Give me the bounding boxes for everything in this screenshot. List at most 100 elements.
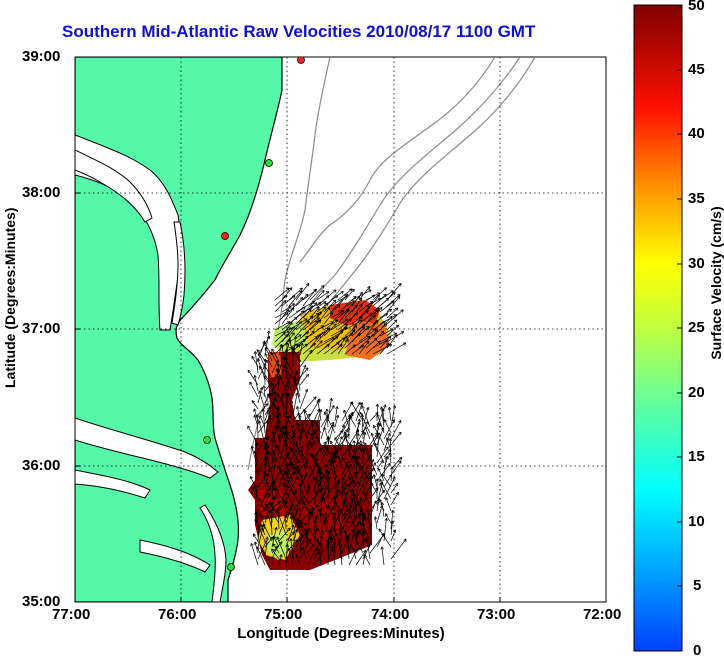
velocity-arrow [389, 452, 392, 464]
velocity-arrow [327, 549, 334, 560]
velocity-arrow [284, 356, 294, 374]
velocity-arrow-head [247, 369, 251, 372]
velocity-arrow [383, 449, 391, 458]
velocity-arrow-head [386, 313, 388, 317]
velocity-arrow-head [378, 528, 382, 531]
velocity-arrow [355, 516, 366, 542]
velocity-arrow [273, 487, 280, 500]
velocity-arrow-head [360, 497, 363, 501]
velocity-arrow [271, 376, 282, 392]
velocity-arrow-head [327, 534, 330, 538]
velocity-arrow-head [342, 444, 344, 448]
velocity-arrow-head [366, 325, 370, 328]
velocity-arrow [358, 340, 370, 355]
velocity-arrow-head [267, 409, 270, 413]
velocity-arrow-head [285, 342, 288, 346]
velocity-arrow-head [336, 336, 339, 340]
velocity-arrow-head [346, 318, 349, 322]
velocity-arrow [250, 476, 259, 494]
velocity-arrow-head [364, 554, 368, 558]
velocity-arrow [379, 332, 397, 343]
velocity-arrow-head [299, 334, 302, 338]
velocity-arrow [390, 529, 396, 542]
velocity-arrow-head [306, 336, 309, 340]
velocity-arrow-head [287, 548, 289, 552]
velocity-arrow-head [316, 306, 320, 309]
velocity-arrow [390, 520, 393, 536]
velocity-arrow-head [254, 374, 257, 378]
velocity-arrow-head [312, 300, 316, 304]
velocity-arrow-head [391, 290, 394, 294]
velocity-arrow-head [349, 288, 353, 290]
velocity-arrow [285, 503, 293, 524]
velocity-arrow-head [293, 376, 297, 379]
velocity-arrow-head [284, 421, 288, 424]
velocity-arrow [299, 510, 311, 524]
velocity-arrow-head [284, 462, 288, 466]
velocity-arrow [365, 340, 381, 355]
velocity-arrow-head [299, 533, 302, 537]
velocity-arrow [277, 393, 287, 410]
velocity-arrow [299, 429, 304, 446]
velocity-arrow-head [328, 327, 331, 331]
velocity-arrow [276, 415, 287, 434]
velocity-arrow-head [331, 515, 334, 519]
velocity-arrow [366, 537, 371, 560]
velocity-arrow-head [296, 392, 299, 397]
velocity-arrow-head [347, 414, 350, 418]
velocity-arrow-head [334, 501, 338, 504]
velocity-arrow [320, 446, 329, 464]
velocity-arrow-head [362, 512, 365, 516]
velocity-arrow-head [258, 352, 262, 356]
velocity-arrow [379, 290, 394, 301]
y-tick-label: 35:00 [22, 593, 61, 610]
velocity-arrow-head [376, 422, 379, 426]
velocity-arrow-head [255, 442, 257, 446]
velocity-arrow-head [269, 510, 272, 514]
velocity-arrow-head [265, 536, 268, 540]
velocity-arrow-head [287, 287, 290, 291]
velocity-arrow [299, 461, 308, 470]
velocity-arrow-head [359, 291, 363, 294]
velocity-arrow-head [288, 321, 291, 325]
velocity-arrow-head [351, 498, 355, 502]
velocity-arrow-head [383, 293, 387, 296]
velocity-arrow [330, 295, 348, 307]
velocity-arrow-head [318, 311, 322, 313]
velocity-arrow-head [346, 534, 349, 538]
velocity-arrow-head [318, 508, 322, 511]
velocity-arrow [337, 335, 348, 349]
velocity-arrow-head [291, 512, 295, 516]
velocity-arrow-head [392, 291, 396, 294]
velocity-arrow [351, 323, 366, 337]
velocity-arrow-head [297, 507, 299, 512]
velocity-arrow-head [401, 309, 404, 313]
velocity-arrow-head [338, 480, 340, 484]
velocity-arrow-head [270, 438, 273, 442]
velocity-arrow-head [263, 385, 266, 389]
velocity-arrow [260, 515, 266, 530]
velocity-arrow-head [356, 456, 359, 460]
velocity-arrow-head [254, 541, 258, 545]
velocity-arrow-head [275, 444, 278, 448]
velocity-arrow [257, 493, 267, 512]
velocity-arrow-head [365, 537, 368, 541]
velocity-arrow-head [380, 546, 383, 550]
velocity-arrow [256, 414, 259, 440]
y-tick-label: 36:00 [22, 457, 61, 474]
velocity-arrow-head [324, 486, 327, 489]
velocity-arrow [263, 363, 273, 380]
velocity-arrow-head [352, 547, 356, 550]
velocity-arrow-head [319, 498, 323, 501]
velocity-arrow-head [264, 445, 267, 449]
velocity-arrow-head [267, 330, 270, 334]
velocity-arrow-head [290, 538, 293, 542]
velocity-arrow [313, 515, 317, 536]
velocity-arrow-head [315, 451, 319, 455]
velocity-arrow [285, 531, 295, 542]
velocity-arrow [379, 343, 390, 355]
colorbar-tick-label: 45 [688, 61, 705, 78]
velocity-arrow-head [280, 344, 282, 348]
velocity-arrow-head [392, 476, 396, 479]
velocity-arrow-head [262, 340, 266, 344]
